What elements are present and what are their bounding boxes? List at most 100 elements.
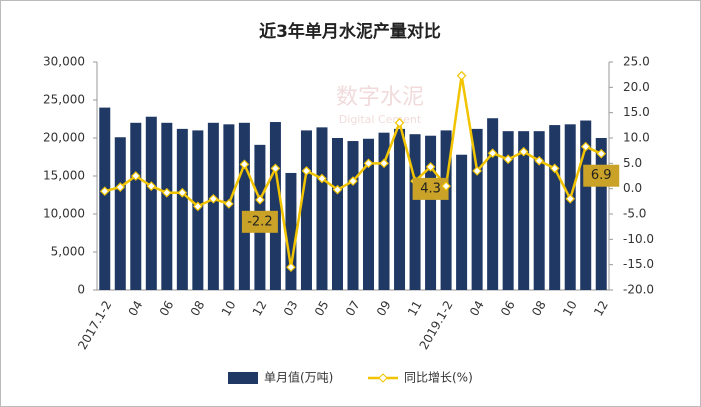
- x-tick-label: 08: [529, 298, 549, 318]
- line-marker: [208, 193, 219, 204]
- line-marker: [332, 184, 343, 195]
- y2-tick-label: -15.0: [623, 257, 654, 271]
- x-tick-label: 10: [560, 298, 580, 318]
- legend-swatch: [228, 372, 258, 384]
- data-label-box: [583, 164, 620, 187]
- bar: [176, 128, 188, 290]
- watermark: 数字水泥: [336, 85, 424, 110]
- x-tick-label: 05: [312, 298, 332, 318]
- bar: [425, 135, 437, 290]
- bar: [471, 128, 483, 290]
- x-tick-label: 11: [405, 298, 425, 318]
- bar: [300, 130, 312, 290]
- line-marker: [255, 194, 265, 205]
- y2-tick-label: 20.0: [623, 80, 650, 94]
- line-marker: [192, 201, 203, 212]
- legend-label: 同比增长(%): [404, 371, 473, 385]
- line-marker: [503, 154, 513, 165]
- bar: [316, 127, 328, 290]
- line-marker: [286, 262, 296, 273]
- y2-tick-label: 10.0: [623, 131, 650, 145]
- line-marker: [379, 158, 389, 169]
- bar: [238, 122, 250, 290]
- y2-tick-label: 0.0: [623, 181, 642, 195]
- bar: [549, 125, 561, 290]
- x-tick-label: 06: [157, 298, 177, 318]
- y2-tick-label: 15.0: [623, 105, 650, 119]
- bar: [130, 122, 142, 290]
- line-marker: [487, 148, 498, 159]
- x-tick-label: 07: [343, 298, 363, 318]
- y2-tick-label: 25.0: [623, 55, 650, 69]
- chart-title: 近3年单月水泥产量对比: [259, 21, 441, 42]
- watermark: Digital Cement: [339, 113, 422, 126]
- bar: [269, 122, 281, 290]
- y-tick-label: 25,000: [43, 93, 85, 107]
- line-marker: [115, 182, 126, 192]
- x-tick-label: 06: [498, 298, 518, 318]
- bar: [161, 122, 173, 290]
- data-label: 6.9: [591, 168, 612, 183]
- line-marker: [317, 173, 327, 184]
- line-marker: [146, 181, 157, 191]
- line-marker: [270, 163, 281, 174]
- bar: [285, 172, 297, 290]
- bar: [533, 131, 545, 290]
- bar: [487, 118, 499, 291]
- line-marker: [363, 158, 374, 169]
- line-marker: [301, 166, 312, 176]
- x-tick-label: 12: [250, 298, 270, 318]
- legend-marker: [378, 373, 388, 383]
- bar: [564, 124, 576, 290]
- y2-tick-label: -10.0: [623, 232, 654, 246]
- y2-tick-label: -5.0: [623, 207, 646, 221]
- line-marker: [472, 166, 482, 176]
- bar: [409, 134, 421, 290]
- y-tick-label: 30,000: [43, 55, 85, 69]
- line-marker: [456, 70, 467, 81]
- y-tick-label: 20,000: [43, 131, 85, 145]
- bar: [145, 116, 157, 290]
- line-marker: [518, 146, 529, 157]
- bar: [114, 137, 126, 290]
- bar: [99, 107, 111, 290]
- bar: [394, 128, 406, 290]
- data-label: 4.3: [420, 181, 441, 196]
- y-tick-label: 10,000: [43, 207, 85, 221]
- data-label-box: [241, 210, 278, 233]
- data-label: -2.2: [247, 214, 272, 229]
- line-marker: [239, 159, 250, 170]
- bar: [580, 120, 592, 291]
- bar: [378, 132, 390, 290]
- line-marker: [224, 199, 234, 209]
- bar: [456, 154, 468, 290]
- line-marker: [394, 117, 405, 128]
- line-marker: [534, 155, 545, 166]
- data-label-box: [412, 177, 449, 200]
- x-tick-label: 09: [374, 298, 394, 318]
- line-marker: [565, 193, 576, 204]
- line-marker: [99, 186, 110, 197]
- y2-tick-label: 5.0: [623, 156, 642, 170]
- line-marker: [348, 176, 358, 186]
- x-tick-label: 08: [188, 298, 208, 318]
- bar: [518, 131, 530, 290]
- bar: [595, 138, 607, 290]
- bar: [502, 131, 514, 290]
- x-tick-label: 03: [281, 298, 301, 318]
- line-marker: [177, 187, 188, 198]
- y-tick-label: 5,000: [51, 245, 85, 259]
- line-marker: [549, 163, 560, 174]
- line-marker: [130, 171, 141, 181]
- legend-label: 单月值(万吨): [264, 370, 333, 385]
- y-tick-label: 0: [77, 283, 85, 297]
- bar: [347, 141, 359, 290]
- y-tick-label: 15,000: [43, 169, 85, 183]
- bar: [331, 138, 343, 290]
- line-marker: [580, 141, 591, 152]
- line-marker: [425, 162, 436, 172]
- x-tick-label: 04: [126, 298, 146, 318]
- bar: [207, 122, 219, 290]
- x-tick-label: 10: [219, 298, 239, 318]
